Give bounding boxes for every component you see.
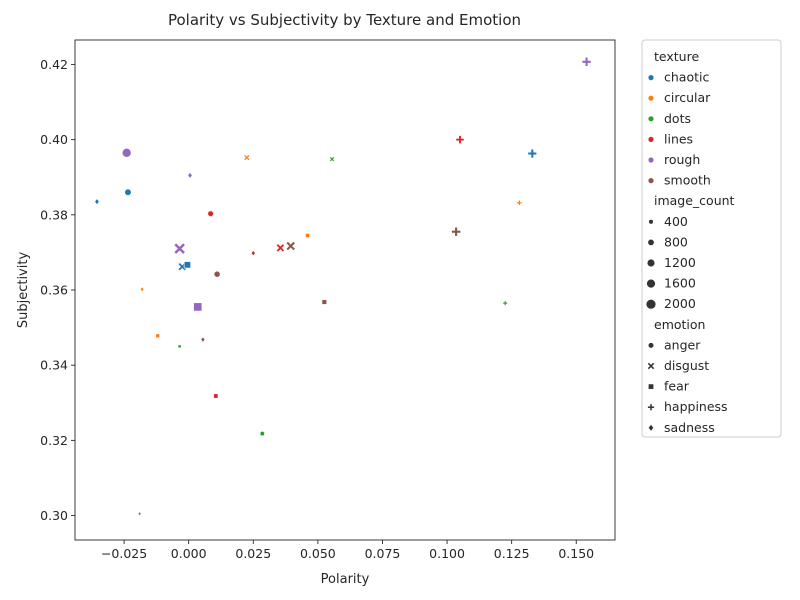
data-point [201,337,205,342]
data-point [213,270,221,278]
data-point [276,244,285,252]
legend-label: circular [664,90,711,105]
legend-marker [647,342,655,349]
x-tick-label: 0.125 [494,546,530,561]
y-tick-label: 0.36 [40,283,68,298]
y-tick-label: 0.32 [40,433,68,448]
plot-area [74,39,616,541]
data-point [259,431,265,437]
data-point [286,241,295,251]
x-tick-label: 0.050 [300,546,336,561]
y-tick-label: 0.40 [40,132,68,147]
data-point [183,261,191,269]
x-tick-label: −0.025 [101,546,147,561]
data-point [528,149,537,158]
x-tick-label: 0.075 [365,546,401,561]
data-point [582,57,591,67]
legend-title-texture: texture [654,49,699,64]
legend-size-marker [646,279,656,288]
legend-marker [648,424,654,431]
legend-label: smooth [664,173,711,188]
legend-marker [647,404,655,411]
legend-label: fear [664,379,690,394]
legend-label: sadness [664,420,715,435]
data-point [207,210,214,217]
legend-label: disgust [664,358,709,373]
data-point [213,393,219,399]
x-axis-label: Polarity [321,572,370,587]
data-point [121,147,132,158]
data-point [517,200,522,206]
legend-label: 800 [664,234,688,249]
data-point [140,287,144,292]
data-point [329,157,335,162]
data-point [188,172,192,178]
data-point [321,299,328,305]
legend: texture chaotic circular dots lines rough smoo… [641,39,782,438]
legend-marker [648,157,654,163]
legend-title-emotion: emotion [654,317,705,332]
chart-title: Polarity vs Subjectivity by Texture and … [168,11,521,29]
data-point [193,302,203,312]
legend-label: 1600 [664,276,696,291]
legend-label: lines [664,131,693,146]
legend-label: rough [664,152,700,167]
legend-marker [648,75,654,81]
data-point [251,250,255,256]
data-point [95,199,99,205]
data-point [244,155,250,161]
data-point [138,512,141,516]
x-tick-label: 0.150 [558,546,594,561]
data-point [155,333,160,339]
legend-marker [648,95,654,101]
legend-label: dots [664,111,691,126]
legend-label: happiness [664,399,728,414]
data-point [124,188,132,196]
legend-label: 1200 [664,255,696,270]
x-axis: −0.025 0.000 0.025 0.050 0.075 0.100 0.125 0.15… [101,540,594,561]
legend-size-marker [648,239,654,246]
x-tick-label: 0.000 [171,546,207,561]
y-tick-label: 0.34 [40,358,68,373]
legend-marker [648,383,654,390]
x-tick-label: 0.025 [235,546,271,561]
y-tick-label: 0.38 [40,207,68,222]
legend-label: chaotic [664,70,709,85]
legend-size-marker [646,299,656,309]
data-point [177,344,182,349]
data-point [456,135,464,144]
y-tick-label: 0.42 [40,57,68,72]
y-axis: 0.30 0.32 0.34 0.36 0.38 0.40 0.42 [40,57,75,523]
y-axis-label: Subjectivity [16,252,31,329]
legend-marker [648,116,654,122]
legend-marker [647,362,655,370]
legend-frame [641,39,782,438]
data-point [174,243,185,254]
y-tick-label: 0.30 [40,508,68,523]
legend-size-marker [648,219,654,224]
data-point [503,301,508,306]
data-points [95,57,591,516]
data-point [304,232,311,239]
data-point [451,227,461,236]
legend-size-marker [647,259,655,267]
legend-marker [648,136,654,142]
legend-marker [648,178,654,184]
legend-label: anger [664,337,701,352]
legend-label: 2000 [664,296,696,311]
x-tick-label: 0.100 [429,546,465,561]
legend-title-image-count: image_count [654,193,735,208]
legend-label: 400 [664,214,688,229]
